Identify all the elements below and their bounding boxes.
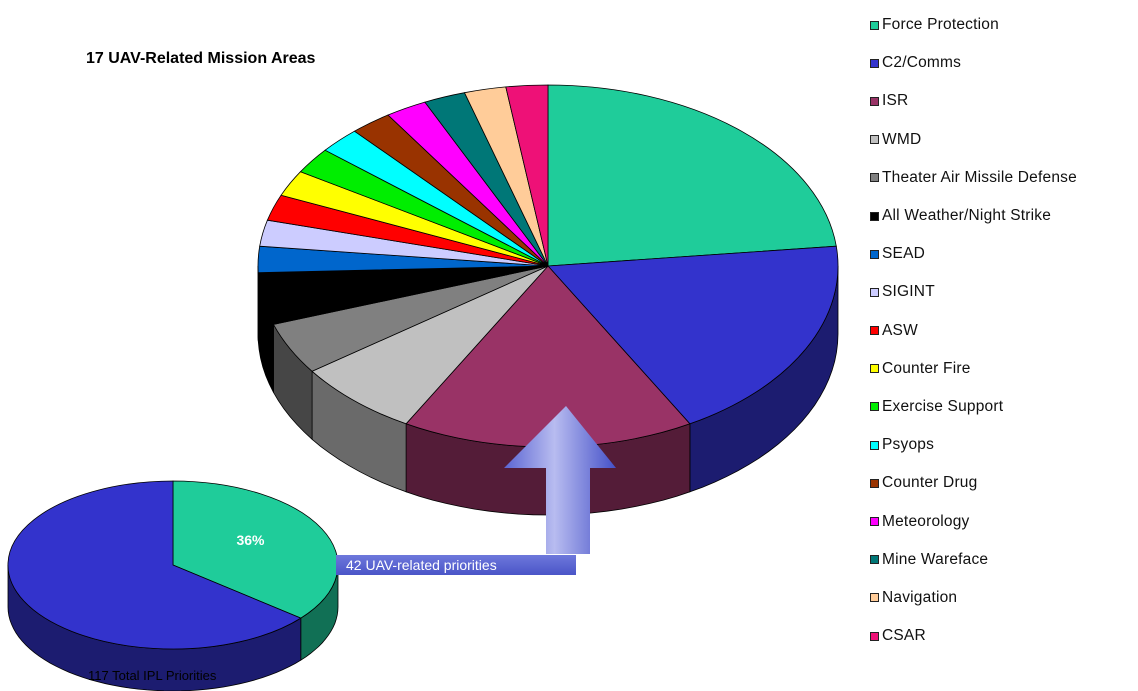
callout-arrow-head xyxy=(504,406,616,554)
legend-item-navigation: Navigation xyxy=(870,579,1136,617)
big-pie-slice-force-protection xyxy=(547,84,837,267)
legend-swatch xyxy=(870,96,879,106)
legend-item-force-protection: Force Protection xyxy=(870,6,1136,44)
legend-swatch xyxy=(870,555,879,565)
legend-label: Counter Drug xyxy=(882,474,978,492)
legend-item-counter-drug: Counter Drug xyxy=(870,464,1136,502)
legend-swatch xyxy=(870,440,879,450)
legend-label: ISR xyxy=(882,92,909,110)
legend-label: SIGINT xyxy=(882,283,935,301)
legend-swatch xyxy=(870,364,879,374)
big-pie-slice-wmd xyxy=(311,265,549,425)
legend-swatch xyxy=(870,211,879,221)
legend-swatch xyxy=(870,478,879,488)
legend-label: Counter Fire xyxy=(882,359,971,377)
legend-label: WMD xyxy=(882,130,922,148)
legend-item-c2-comms: C2/Comms xyxy=(870,44,1136,82)
legend-swatch xyxy=(870,249,879,259)
small-pie-slice-uav-related xyxy=(172,480,339,619)
legend-swatch xyxy=(870,173,879,183)
callout-connector xyxy=(336,555,576,575)
small-pie-slice-other xyxy=(7,480,302,650)
legend-item-psyops: Psyops xyxy=(870,426,1136,464)
legend-item-meteorology: Meteorology xyxy=(870,502,1136,540)
legend-item-sead: SEAD xyxy=(870,235,1136,273)
legend: Force Protection C2/Comms ISR WMD Theater Ai… xyxy=(870,6,1136,655)
legend-swatch xyxy=(870,631,879,641)
legend-item-csar: CSAR xyxy=(870,617,1136,655)
callout-label: 42 UAV-related priorities xyxy=(346,557,497,573)
small-pie-percent-label: 36% xyxy=(236,532,265,548)
legend-item-theater-air-missile-defense: Theater Air Missile Defense xyxy=(870,159,1136,197)
legend-item-wmd: WMD xyxy=(870,121,1136,159)
legend-label: CSAR xyxy=(882,627,926,645)
legend-label: Theater Air Missile Defense xyxy=(882,168,1077,186)
big-pie-slice-c2-comms xyxy=(547,245,839,425)
legend-swatch xyxy=(870,287,879,297)
legend-label: Meteorology xyxy=(882,512,970,530)
legend-label: ASW xyxy=(882,321,918,339)
legend-swatch xyxy=(870,402,879,412)
legend-swatch xyxy=(870,58,879,68)
legend-label: C2/Comms xyxy=(882,54,962,72)
legend-label: Navigation xyxy=(882,588,958,606)
legend-item-mine-wareface: Mine Wareface xyxy=(870,541,1136,579)
legend-item-counter-fire: Counter Fire xyxy=(870,350,1136,388)
chart-title: 17 UAV-Related Mission Areas xyxy=(86,50,316,67)
legend-label: Force Protection xyxy=(882,16,999,34)
legend-swatch xyxy=(870,326,879,336)
legend-item-asw: ASW xyxy=(870,312,1136,350)
legend-swatch xyxy=(870,135,879,145)
legend-item-all-weather-night-strike: All Weather/Night Strike xyxy=(870,197,1136,235)
legend-item-isr: ISR xyxy=(870,82,1136,120)
legend-swatch xyxy=(870,20,879,30)
legend-item-exercise-support: Exercise Support xyxy=(870,388,1136,426)
legend-label: SEAD xyxy=(882,245,926,263)
legend-label: Mine Wareface xyxy=(882,550,989,568)
legend-item-sigint: SIGINT xyxy=(870,273,1136,311)
legend-label: All Weather/Night Strike xyxy=(882,207,1052,225)
small-pie-caption: 117 Total IPL Priorities xyxy=(88,668,217,683)
legend-label: Exercise Support xyxy=(882,397,1004,415)
legend-swatch xyxy=(870,593,879,603)
callout-arrow: 42 UAV-related priorities xyxy=(336,406,616,575)
legend-label: Psyops xyxy=(882,436,935,454)
big-pie-slice-csar xyxy=(505,84,549,267)
legend-swatch xyxy=(870,517,879,527)
